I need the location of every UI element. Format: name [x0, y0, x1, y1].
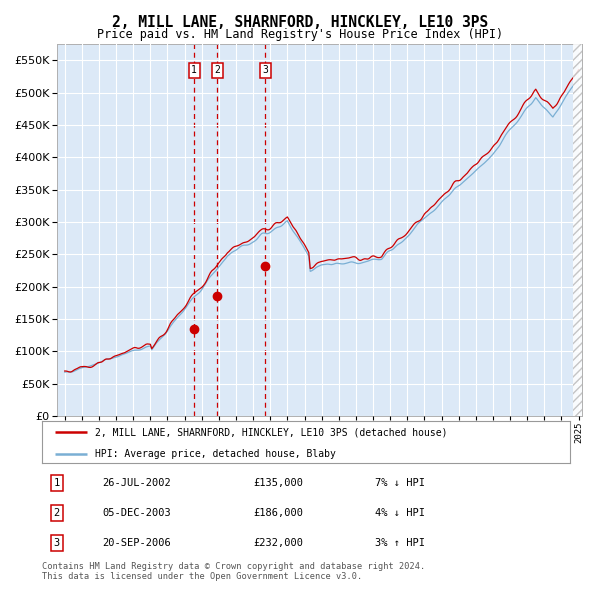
Text: Price paid vs. HM Land Registry's House Price Index (HPI): Price paid vs. HM Land Registry's House … — [97, 28, 503, 41]
Text: This data is licensed under the Open Government Licence v3.0.: This data is licensed under the Open Gov… — [42, 572, 362, 581]
Text: HPI: Average price, detached house, Blaby: HPI: Average price, detached house, Blab… — [95, 449, 335, 459]
Text: 3% ↑ HPI: 3% ↑ HPI — [374, 537, 425, 548]
Text: 7% ↓ HPI: 7% ↓ HPI — [374, 478, 425, 488]
Text: 1: 1 — [191, 65, 197, 75]
Text: 3: 3 — [263, 65, 268, 75]
Text: 3: 3 — [53, 537, 60, 548]
Text: 05-DEC-2003: 05-DEC-2003 — [103, 508, 172, 517]
Text: 2, MILL LANE, SHARNFORD, HINCKLEY, LE10 3PS (detached house): 2, MILL LANE, SHARNFORD, HINCKLEY, LE10 … — [95, 427, 448, 437]
Text: 26-JUL-2002: 26-JUL-2002 — [103, 478, 172, 488]
Text: 20-SEP-2006: 20-SEP-2006 — [103, 537, 172, 548]
Text: 1: 1 — [53, 478, 60, 488]
Text: £186,000: £186,000 — [253, 508, 303, 517]
Text: £232,000: £232,000 — [253, 537, 303, 548]
Text: 2: 2 — [53, 508, 60, 517]
Text: 4% ↓ HPI: 4% ↓ HPI — [374, 508, 425, 517]
Text: 2, MILL LANE, SHARNFORD, HINCKLEY, LE10 3PS: 2, MILL LANE, SHARNFORD, HINCKLEY, LE10 … — [112, 15, 488, 30]
Text: £135,000: £135,000 — [253, 478, 303, 488]
Text: Contains HM Land Registry data © Crown copyright and database right 2024.: Contains HM Land Registry data © Crown c… — [42, 562, 425, 571]
Text: 2: 2 — [215, 65, 220, 75]
